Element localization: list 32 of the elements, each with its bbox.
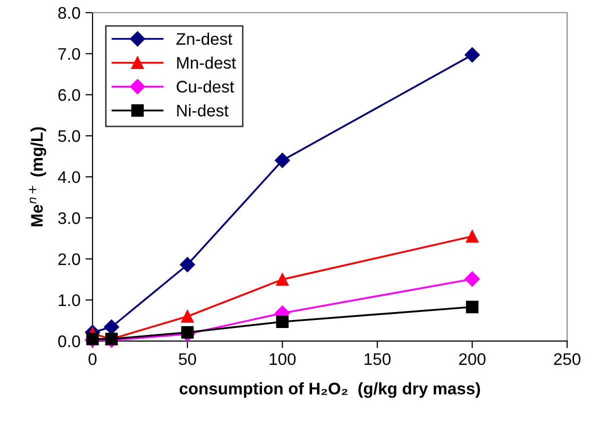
point — [104, 319, 120, 335]
point — [464, 271, 480, 287]
y-tick-label: 7.0 — [58, 48, 80, 60]
x-tick-label: 150 — [364, 353, 391, 366]
y-tick-label: 1.0 — [58, 294, 80, 306]
point — [181, 326, 194, 339]
x-tick-label: 250 — [554, 353, 580, 366]
point — [466, 300, 478, 314]
x-tick-label: 0 — [88, 353, 97, 366]
y-tick-label: 3.0 — [58, 212, 80, 224]
point — [274, 152, 290, 168]
point — [276, 315, 289, 328]
x-tick-label: 200 — [459, 353, 486, 366]
point — [466, 230, 478, 243]
y-tick-label: 6.0 — [58, 89, 80, 101]
legend-label: Ni-dest — [177, 104, 229, 116]
y-tick-label: 5.0 — [58, 130, 80, 142]
legend-label: Cu-dest — [176, 80, 234, 93]
point — [180, 257, 196, 272]
legend-label: Mn-dest — [177, 56, 236, 69]
y-tick-label: 4.0 — [58, 171, 80, 184]
x-axis-title: consumption of H₂O₂ (g/kg dry mass) — [180, 382, 480, 398]
y-axis-title: Me$^{n+}$ (mg/L) — [28, 127, 46, 226]
y-tick-label: 2.0 — [58, 253, 80, 266]
y-tick-label: 0.0 — [58, 335, 80, 348]
x-tick-label: 50 — [178, 353, 196, 366]
legend-label: Zn-dest — [176, 32, 232, 45]
point — [181, 310, 194, 323]
x-tick-label: 100 — [270, 353, 296, 366]
point — [464, 47, 480, 62]
y-tick-label: 8.0 — [58, 7, 80, 19]
point — [276, 273, 289, 286]
